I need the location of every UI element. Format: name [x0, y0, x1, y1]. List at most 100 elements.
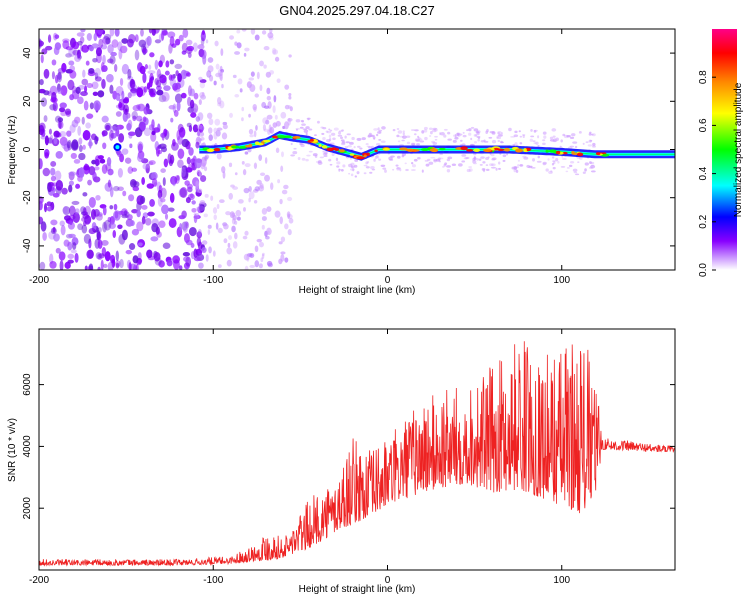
spectrogram-noise-blob	[206, 70, 212, 78]
spectrogram-noise-blob	[226, 247, 233, 255]
spectrogram-noise-blob	[278, 258, 283, 265]
spectrogram-noise-blob	[119, 258, 124, 269]
spectrogram-haze-blob	[487, 156, 490, 159]
spectrogram-haze-blob	[590, 161, 595, 164]
spectrogram-haze-blob	[433, 128, 438, 132]
spectrogram-noise-blob	[255, 125, 258, 131]
spectrogram-haze-blob	[328, 128, 331, 131]
spectrogram-noise-blob	[55, 247, 61, 254]
spectrogram-noise-blob	[221, 83, 224, 89]
spectrogram-noise-blob	[170, 117, 174, 123]
spectrogram-x-tick-label: -200	[29, 275, 49, 286]
spectrogram-noise-blob	[94, 76, 102, 82]
spectrogram-noise-blob	[261, 207, 268, 215]
spectrogram-noise-blob	[83, 163, 90, 175]
spectrogram-haze-blob	[312, 153, 318, 157]
spectrogram-noise-blob	[193, 248, 198, 258]
spectrogram-noise-blob	[130, 220, 135, 227]
spectrogram-noise-blob	[266, 95, 272, 101]
spectrogram-noise-blob	[258, 154, 263, 161]
spectrogram-noise-blob	[105, 124, 111, 131]
spectrogram-haze-blob	[290, 154, 295, 157]
spectrogram-noise-blob	[143, 127, 151, 137]
spectrogram-y-tick-label: 40	[22, 47, 33, 59]
spectrogram-haze-blob	[396, 167, 400, 171]
spectrogram-noise-blob	[55, 151, 63, 159]
spectrogram-noise-blob	[117, 41, 123, 52]
spectrogram-noise-blob	[196, 131, 205, 137]
spectrogram-haze-blob	[483, 140, 489, 143]
spectrogram-haze-blob	[382, 167, 387, 170]
spectrogram-hot-spot	[429, 148, 439, 152]
spectrogram-haze-blob	[519, 164, 524, 167]
spectrogram-noise-blob	[142, 163, 149, 170]
spectrogram-noise-blob	[216, 153, 222, 160]
spectrogram-x-tick-label: 100	[553, 275, 570, 286]
spectrogram-noise-blob	[241, 160, 245, 165]
spectrogram-noise-blob	[157, 196, 163, 207]
spectrogram-noise-blob	[191, 200, 196, 205]
spectrogram-noise-blob	[128, 243, 136, 251]
spectrogram-haze-blob	[462, 134, 467, 138]
spectrogram-noise-blob	[185, 39, 193, 46]
spectrogram-haze-blob	[380, 140, 386, 143]
spectrogram-haze-blob	[447, 156, 453, 160]
spectrogram-hot-spot	[562, 151, 568, 155]
spectrogram-noise-blob	[215, 63, 220, 70]
spectrogram-haze-blob	[300, 119, 304, 123]
spectrogram-haze-blob	[577, 161, 580, 164]
spectrogram-hot-spot	[545, 149, 549, 153]
spectrogram-haze-blob	[341, 129, 344, 132]
spectrogram-noise-blob	[280, 236, 286, 243]
colorbar-tick-label: 0.6	[698, 118, 709, 132]
spectrogram-haze-blob	[414, 129, 419, 132]
spectrogram-noise-blob	[145, 163, 151, 174]
spectrogram-noise-blob	[119, 78, 124, 86]
spectrogram-noise-blob	[141, 177, 145, 185]
spectrogram-haze-blob	[392, 168, 395, 171]
spectrogram-noise-blob	[219, 199, 225, 204]
spectrogram-noise-blob	[117, 150, 122, 158]
spectrogram-haze-blob	[485, 164, 489, 166]
spectrogram-haze-blob	[473, 133, 478, 137]
spectrogram-haze-blob	[340, 136, 344, 140]
spectrogram-noise-blob	[171, 142, 179, 151]
spectrogram-noise-blob	[126, 123, 132, 131]
spectrogram-noise-blob	[107, 216, 112, 223]
spectrogram-haze-blob	[574, 145, 578, 149]
spectrogram-haze-blob	[572, 141, 578, 144]
spectrogram-haze-blob	[336, 161, 341, 165]
spectrogram-noise-blob	[63, 206, 68, 214]
spectrogram-haze-blob	[402, 130, 406, 133]
spectrogram-noise-blob	[275, 147, 280, 154]
spectrogram-noise-blob	[43, 68, 50, 79]
spectrogram-haze-blob	[446, 158, 451, 162]
spectrogram-noise-blob	[267, 32, 274, 39]
spectrogram-noise-blob	[68, 171, 77, 176]
spectrogram-noise-blob	[254, 186, 260, 192]
spectrogram-noise-blob	[284, 257, 289, 263]
spectrogram-haze-blob	[551, 128, 557, 132]
spectrogram-noise-blob	[54, 34, 60, 39]
spectrogram-noise-blob	[80, 45, 84, 52]
spectrogram-noise-blob	[262, 124, 267, 131]
spectrogram-haze-blob	[442, 166, 445, 168]
spectrogram-noise-blob	[280, 165, 284, 173]
spectrogram-haze-blob	[365, 161, 369, 165]
spectrogram-noise-blob	[121, 148, 129, 155]
spectrogram-noise-blob	[136, 153, 145, 163]
spectrogram-haze-blob	[590, 170, 596, 173]
spectrogram-noise-blob	[90, 208, 97, 220]
spectrogram-haze-blob	[396, 128, 400, 130]
spectrogram-noise-blob	[44, 152, 49, 159]
spectrogram-noise-blob	[50, 97, 58, 103]
spectrogram-haze-blob	[376, 154, 379, 158]
spectrogram-noise-blob	[222, 121, 228, 126]
spectrogram-haze-blob	[354, 175, 358, 178]
spectrogram-haze-blob	[592, 145, 596, 148]
spectrogram-haze-blob	[522, 134, 526, 136]
spectrogram-haze-blob	[348, 163, 353, 168]
spectrogram-haze-blob	[440, 132, 445, 136]
spectrogram-noise-blob	[195, 116, 201, 122]
spectrogram-haze-blob	[401, 139, 405, 142]
